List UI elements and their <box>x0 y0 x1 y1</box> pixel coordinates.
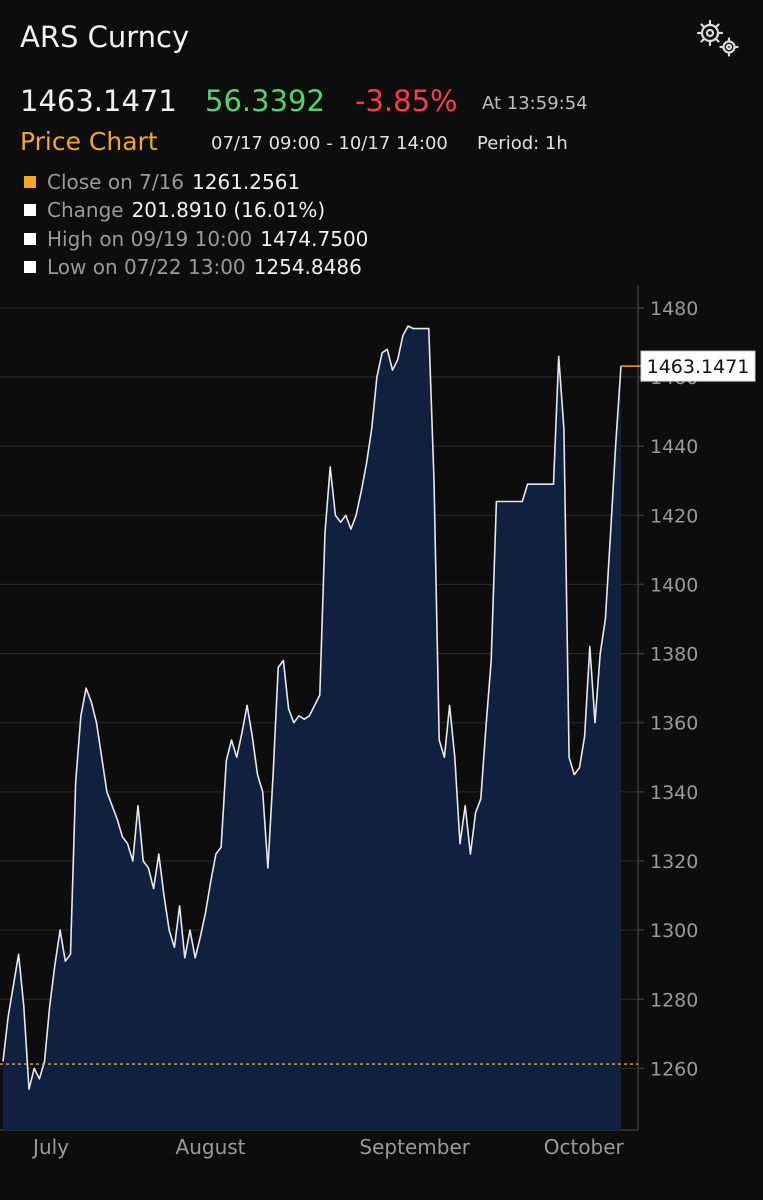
legend-change-swatch <box>24 204 36 216</box>
legend-close-swatch <box>24 176 36 188</box>
legend-low-label: Low on 07/22 13:00 <box>47 255 246 279</box>
price-chart-title[interactable]: Price Chart <box>20 127 158 156</box>
y-tick-label: 1380 <box>650 644 698 666</box>
legend-change-label: Change <box>47 198 124 222</box>
y-tick-label: 1300 <box>650 920 698 942</box>
y-tick-label: 1480 <box>650 298 698 320</box>
last-price: 1463.1471 <box>20 84 177 118</box>
legend-high-label: High on 09/19 10:00 <box>47 227 253 251</box>
legend-low-value: 1254.8486 <box>253 255 362 279</box>
legend-low: Low on 07/22 13:00 1254.8486 <box>24 255 362 279</box>
net-change: 56.3392 <box>205 84 325 118</box>
legend-close-value: 1261.2561 <box>192 170 301 194</box>
legend-low-swatch <box>24 261 36 273</box>
price-area <box>3 326 621 1130</box>
y-tick-label: 1360 <box>650 713 698 735</box>
x-tick-label: October <box>544 1135 625 1159</box>
price-chart[interactable]: 1260 1280 1300 1320 1340 1360 1380 1400 1420 1440… <box>0 285 763 1170</box>
y-tick-label: 1400 <box>650 574 698 596</box>
date-range: 07/17 09:00 - 10/17 14:00 <box>211 133 448 154</box>
y-tick-label: 1280 <box>650 989 698 1011</box>
page-title: ARS Curncy <box>20 20 190 54</box>
legend-high-swatch <box>24 233 36 245</box>
y-tick-label: 1440 <box>650 436 698 458</box>
last-value-box <box>640 350 756 382</box>
percent-change: -3.85% <box>355 84 458 118</box>
quote-time: At 13:59:54 <box>482 93 588 114</box>
legend-change-value: 201.8910 (16.01%) <box>131 198 326 222</box>
y-tick-label: 1340 <box>650 782 698 804</box>
gears-icon[interactable] <box>695 18 741 58</box>
y-tick-label: 1260 <box>650 1058 698 1080</box>
price-line <box>2 325 622 1090</box>
x-tick-label: August <box>176 1135 246 1159</box>
legend-high-value: 1474.7500 <box>260 227 369 251</box>
x-tick-label: July <box>31 1135 69 1159</box>
x-tick-label: September <box>359 1135 470 1159</box>
y-tick-label: 1320 <box>650 851 698 873</box>
period-selector[interactable]: Period: 1h <box>477 133 568 154</box>
y-tick-label: 1420 <box>650 505 698 527</box>
legend-close-label: Close on 7/16 <box>47 170 185 194</box>
last-value-label: 1463.1471 <box>647 356 750 378</box>
legend-change: Change 201.8910 (16.01%) <box>24 198 325 222</box>
legend-high: High on 09/19 10:00 1474.7500 <box>24 227 368 251</box>
legend-close: Close on 7/16 1261.2561 <box>24 170 300 194</box>
